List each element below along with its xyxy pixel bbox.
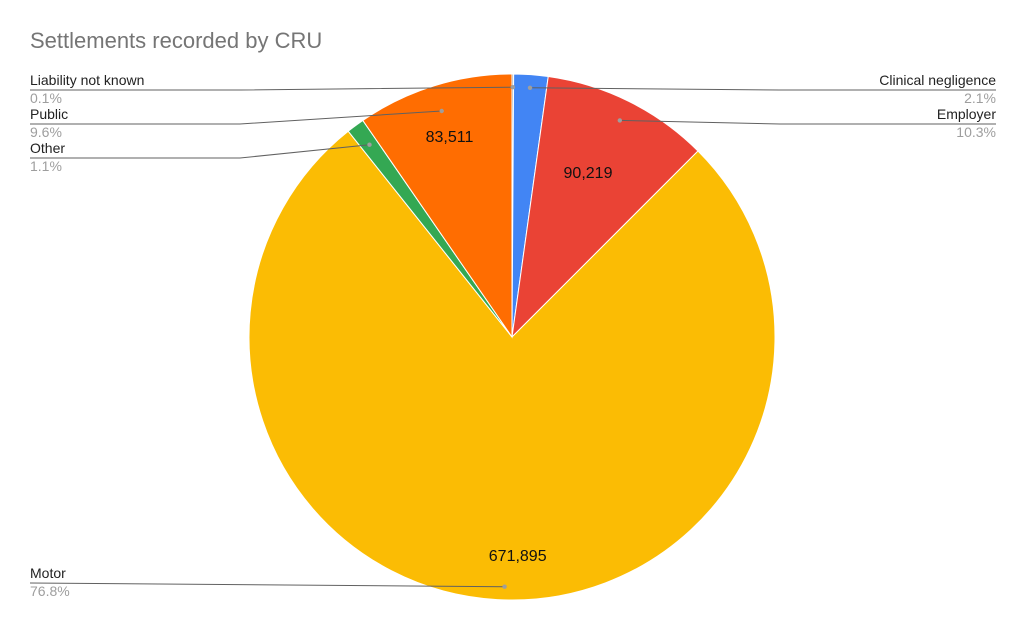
slice-value-label: 90,219	[564, 165, 613, 182]
leader-dot	[367, 142, 372, 147]
leader-dot	[502, 584, 507, 589]
leader-line	[29, 582, 505, 588]
slice-name-label: Employer	[937, 106, 996, 122]
slice-percent-label: 76.8%	[30, 583, 70, 599]
slice-percent-label: 1.1%	[30, 158, 62, 174]
slice-value-label: 83,511	[426, 129, 474, 146]
slice-name-label: Liability not known	[30, 72, 144, 88]
slice-name-label: Clinical negligence	[879, 72, 996, 88]
leader-dot	[617, 118, 622, 123]
leader-line	[619, 119, 996, 125]
leader-dot	[510, 85, 515, 90]
leader-dot	[527, 85, 533, 91]
pie-slices	[248, 73, 776, 601]
leader-lines	[29, 85, 996, 589]
slice-percent-label: 2.1%	[964, 90, 996, 106]
slice-labels: Liability not known 0.1% Clinical negligen…	[30, 72, 996, 599]
leader-dot	[439, 108, 444, 114]
leader-line	[529, 87, 996, 91]
leader-line	[30, 110, 442, 125]
slice-name-label: Public	[30, 106, 68, 122]
leader-line	[30, 144, 370, 159]
chart-title: Settlements recorded by CRU	[30, 28, 322, 53]
pie-slice-motor	[248, 130, 776, 601]
leader-line	[30, 86, 513, 91]
slice-name-label: Other	[30, 140, 65, 156]
slice-value-label: 671,895	[489, 548, 547, 565]
pie-slice-employer	[511, 75, 699, 339]
slice-name-label: Motor	[30, 565, 66, 581]
slice-percent-label: 0.1%	[30, 90, 62, 106]
slice-percent-label: 10.3%	[956, 124, 996, 140]
slice-percent-label: 9.6%	[30, 124, 62, 140]
